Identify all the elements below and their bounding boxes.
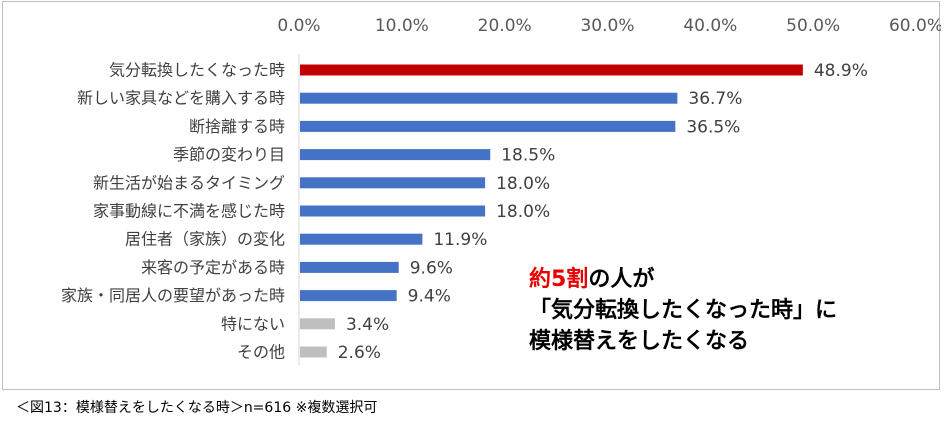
bar (300, 120, 676, 132)
category-label: 家事動線に不満を感じた時 (93, 202, 285, 221)
bar (300, 64, 803, 76)
data-label: 11.9% (433, 230, 487, 250)
category-label: 気分転換したくなった時 (109, 61, 285, 80)
data-label: 9.6% (410, 258, 453, 278)
bar (300, 177, 486, 189)
bars (300, 64, 803, 358)
figure-caption: ＜図13：模様替えをしたくなる時＞n=616 ※複数選択可 (16, 400, 378, 416)
bar-chart: 0.0% 10.0% 20.0% 30.0% 40.0% 50.0% 60.0% 気分転換し… (61, 16, 941, 365)
x-tick-label: 10.0% (375, 16, 429, 36)
data-label: 36.5% (686, 117, 740, 137)
callout-line-1: 約5割の人が (529, 264, 929, 295)
x-tick-label: 0.0% (277, 16, 320, 36)
chart-frame: 0.0% 10.0% 20.0% 30.0% 40.0% 50.0% 60.0% 気分転換し… (2, 1, 941, 390)
category-label: 居住者（家族）の変化 (125, 230, 285, 249)
category-label: 特にない (221, 314, 285, 333)
bar (300, 346, 327, 358)
category-label: 新生活が始まるタイミング (93, 173, 285, 192)
category-label: 季節の変わり目 (173, 145, 285, 164)
callout-highlight: 約5割 (529, 267, 589, 292)
category-label: 家族・同居人の要望があった時 (61, 286, 285, 305)
callout-line-2: 「気分転換したくなった時」に (529, 298, 838, 323)
category-label: 来客の予定がある時 (141, 258, 285, 277)
data-label: 18.0% (496, 202, 550, 222)
callout-line-3: 模様替えをしたくなる (529, 329, 750, 354)
bar (300, 318, 335, 330)
x-tick-label: 30.0% (580, 16, 634, 36)
data-labels: 48.9% 36.7% 36.5% 18.5% 18.0% 18.0% 11.9% 9.6% 9… (338, 61, 868, 363)
data-label: 2.6% (338, 343, 381, 363)
category-label: 新しい家具などを購入する時 (77, 89, 285, 108)
bar (300, 290, 397, 302)
x-axis-ticks: 0.0% 10.0% 20.0% 30.0% 40.0% 50.0% 60.0% (277, 16, 941, 36)
data-label: 36.7% (688, 89, 742, 109)
category-labels: 気分転換したくなった時新しい家具などを購入する時断捨離する時季節の変わり目新生活… (61, 61, 285, 362)
bar (300, 92, 678, 104)
data-label: 18.5% (501, 146, 555, 166)
callout-text: 約5割の人が 「気分転換したくなった時」に 模様替えをしたくなる (529, 264, 929, 357)
data-label: 48.9% (814, 61, 868, 81)
bar (300, 261, 399, 273)
category-label: 断捨離する時 (189, 117, 285, 136)
x-tick-label: 40.0% (683, 16, 737, 36)
data-label: 3.4% (346, 315, 389, 335)
data-label: 9.4% (408, 287, 451, 307)
category-label: その他 (237, 343, 285, 362)
data-label: 18.0% (496, 174, 550, 194)
x-tick-label: 20.0% (478, 16, 532, 36)
bar (300, 233, 423, 245)
x-tick-label: 50.0% (786, 16, 840, 36)
callout-line-1-rest: の人が (588, 267, 655, 292)
bar (300, 205, 486, 217)
x-tick-label: 60.0% (889, 16, 941, 36)
bar (300, 149, 491, 161)
